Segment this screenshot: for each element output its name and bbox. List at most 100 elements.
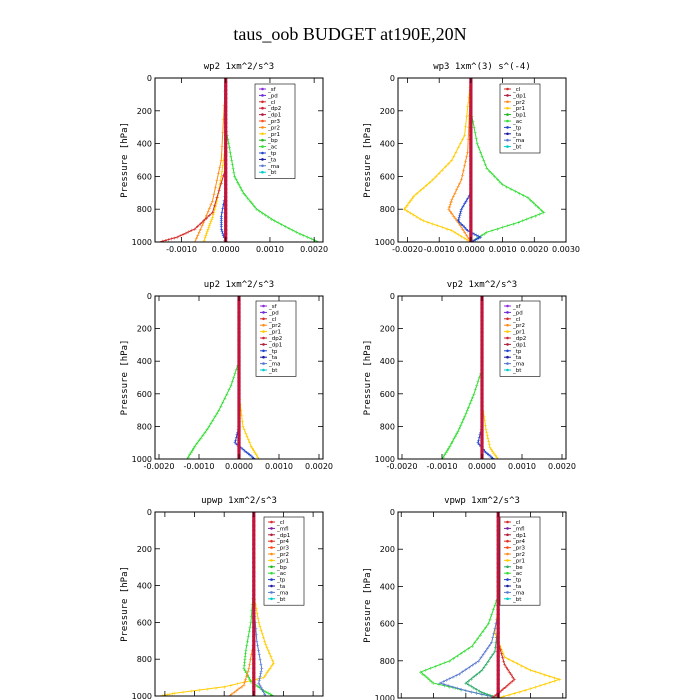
x-tick-label: 0.0020 xyxy=(305,462,333,471)
legend-entry: _pr1 xyxy=(276,558,289,564)
series-marker: + xyxy=(202,219,206,225)
series-marker: + xyxy=(509,672,513,678)
series-marker: + xyxy=(481,158,485,164)
legend-entry: _bt xyxy=(512,368,522,374)
legend-marker xyxy=(506,119,509,123)
series-marker xyxy=(480,388,484,392)
series-marker: + xyxy=(484,428,488,434)
series-marker: + xyxy=(508,681,512,687)
series-marker: + xyxy=(473,661,477,667)
x-tick-label: 0.0020 xyxy=(548,462,576,471)
series-marker: + xyxy=(474,136,478,142)
series-marker: + xyxy=(204,213,208,219)
series-marker xyxy=(252,551,256,556)
series-marker xyxy=(469,84,473,88)
series-marker: + xyxy=(255,677,259,683)
series-marker: + xyxy=(506,683,510,689)
series-marker xyxy=(252,676,256,680)
series-marker: + xyxy=(494,636,498,642)
series-marker: + xyxy=(500,655,504,661)
series-marker: + xyxy=(441,680,445,686)
series-marker xyxy=(496,570,500,575)
series-group: ++++++++++++++++++++++++++++++++++++++++… xyxy=(159,78,319,245)
series-marker xyxy=(480,445,484,449)
legend-entry: _ta xyxy=(267,157,276,163)
series-marker xyxy=(469,101,473,105)
series-marker: + xyxy=(423,674,427,680)
series-marker: + xyxy=(426,220,430,226)
series-marker: + xyxy=(246,634,250,640)
legend-marker xyxy=(261,170,264,174)
series-marker: + xyxy=(217,408,221,414)
legend-marker xyxy=(262,343,265,346)
series-marker: + xyxy=(192,446,196,452)
series-marker: + xyxy=(241,447,245,453)
series-marker: + xyxy=(258,683,262,689)
series-marker: + xyxy=(464,667,468,673)
series-marker: + xyxy=(209,203,213,209)
legend-entry: _mfl xyxy=(512,526,525,532)
series-marker: + xyxy=(259,685,263,691)
series-marker: + xyxy=(485,434,489,440)
legend-entry: _tp xyxy=(268,349,278,355)
series-marker: + xyxy=(538,684,542,690)
plot-frame xyxy=(397,77,567,243)
series-marker: + xyxy=(486,622,490,628)
series-marker: + xyxy=(447,206,451,212)
series-marker: + xyxy=(494,692,498,698)
series-marker: + xyxy=(247,666,251,672)
series-marker: + xyxy=(533,670,537,676)
series-marker xyxy=(496,524,500,528)
panel-title: upwp 1xm^2/s^3 xyxy=(201,496,277,506)
series-marker: + xyxy=(221,158,225,164)
series-marker: + xyxy=(260,211,264,217)
series-marker xyxy=(224,146,228,150)
series-marker: + xyxy=(258,657,262,663)
series-marker: + xyxy=(485,431,489,437)
series-marker: + xyxy=(553,679,557,685)
series-marker: + xyxy=(504,685,508,691)
series-marker xyxy=(469,158,473,162)
series-marker: + xyxy=(245,673,249,679)
series-marker: + xyxy=(246,675,250,681)
series-marker xyxy=(237,355,241,359)
series-marker: + xyxy=(455,218,459,224)
series-marker: + xyxy=(272,219,276,225)
y-axis-label: Pressure [hPa] xyxy=(120,566,130,642)
plot-frame xyxy=(154,511,324,697)
series-marker: + xyxy=(462,236,466,242)
series-marker xyxy=(237,343,241,347)
series-marker: + xyxy=(248,657,252,663)
series-marker xyxy=(252,524,256,528)
series-line-pr2 xyxy=(194,78,227,242)
legend-entry: _ma xyxy=(512,362,524,368)
series-marker: + xyxy=(466,238,470,244)
series-marker: + xyxy=(464,124,468,130)
series-marker: + xyxy=(256,643,260,649)
series-marker: + xyxy=(219,218,223,224)
series-marker: + xyxy=(270,658,274,664)
series-marker: + xyxy=(477,442,481,448)
y-tick-label: 800 xyxy=(137,205,152,214)
series-marker: + xyxy=(447,684,451,690)
series-marker xyxy=(480,375,484,380)
series-marker: + xyxy=(160,239,164,245)
legend-entry: _pr1 xyxy=(512,106,525,112)
series-marker xyxy=(252,671,256,675)
series-marker xyxy=(496,533,500,537)
series-marker: + xyxy=(498,180,502,186)
series-marker: + xyxy=(260,666,264,672)
series-marker: + xyxy=(477,435,481,441)
series-marker: + xyxy=(470,663,474,669)
legend-marker xyxy=(262,355,265,359)
series-marker: + xyxy=(259,671,263,677)
series-marker: + xyxy=(477,146,481,152)
series-marker: + xyxy=(507,693,511,699)
legend: _cl_dp1_pr2_pr1_bp1_ac_tp_ta_ma_bt xyxy=(499,83,541,154)
series-marker: + xyxy=(458,687,462,693)
series-marker: + xyxy=(447,161,451,167)
series-marker xyxy=(224,170,228,174)
series-marker: + xyxy=(256,648,260,654)
series-marker: + xyxy=(418,189,422,195)
